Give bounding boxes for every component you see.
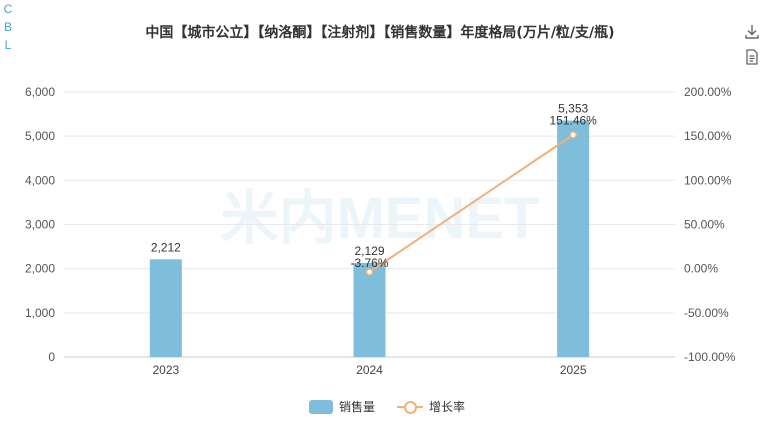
side-letter-l: L (4, 38, 12, 52)
download-icon[interactable] (743, 23, 761, 41)
x-tick-label: 2023 (152, 363, 179, 377)
x-axis: 2023 2024 2025 (152, 363, 586, 377)
growth-point (365, 268, 374, 276)
growth-value-label: -3.76% (350, 256, 388, 270)
side-letter-b: B (3, 20, 12, 34)
legend-item-growth[interactable]: 增长率 (397, 398, 465, 415)
left-tick-label: 4,000 (25, 173, 55, 187)
side-letters: C B L (2, 0, 14, 54)
download-icon-glyph (745, 25, 759, 39)
left-tick-label: 6,000 (25, 85, 55, 99)
bar (353, 262, 386, 357)
legend-item-sales[interactable]: 销售量 (308, 398, 375, 415)
line-series: -3.76% 151.46% (350, 114, 597, 276)
right-tick-label: -100.00% (684, 350, 736, 364)
right-tick-label: 200.00% (684, 85, 732, 99)
left-axis: 0 1,000 2,000 3,000 4,000 5,000 6,000 (25, 85, 55, 364)
bar (149, 259, 182, 357)
growth-line (368, 134, 574, 273)
right-tick-label: 50.00% (684, 218, 725, 232)
bar (557, 120, 590, 357)
right-tick-label: 100.00% (684, 173, 732, 187)
legend: 销售量 增长率 (0, 398, 774, 415)
legend-bar-swatch (308, 399, 333, 414)
left-tick-label: 3,000 (25, 218, 55, 232)
legend-label-sales: 销售量 (338, 400, 375, 414)
document-icon-glyph (746, 49, 758, 65)
x-tick-label: 2025 (560, 363, 587, 377)
right-axis: -100.00% -50.00% 0.00% 50.00% 100.00% 150.00%… (684, 85, 736, 364)
legend-label-growth: 增长率 (429, 400, 466, 414)
left-tick-label: 5,000 (25, 129, 55, 143)
chart-title: 中国【城市公立】【纳洛酮】【注射剂】【销售数量】年度格局(万片/粒/支/瓶) (145, 25, 615, 41)
right-tick-label: -50.00% (684, 306, 729, 320)
data-view-icon[interactable] (743, 48, 761, 66)
legend-line-swatch (397, 400, 423, 414)
chart-area: 米内MENET 01,0002,0003,0004,0005,0006,000 … (25, 85, 736, 377)
bar-series: 2,212 2,129 5,353 (149, 102, 590, 357)
side-letter-c: C (3, 2, 13, 16)
left-tick-label: 0 (48, 350, 55, 364)
bar-value-label: 5,353 (558, 102, 588, 116)
watermark: 米内MENET (220, 186, 539, 251)
left-tick-label: 2,000 (25, 262, 55, 276)
bar-value-label: 2,212 (151, 240, 181, 254)
x-tick-label: 2024 (356, 363, 383, 377)
right-tick-label: 0.00% (684, 262, 718, 276)
left-tick-label: 1,000 (25, 306, 55, 320)
bar-value-label: 2,129 (354, 244, 384, 258)
growth-value-label: 151.46% (549, 114, 597, 128)
growth-point (569, 131, 577, 139)
right-tick-label: 150.00% (684, 129, 732, 143)
